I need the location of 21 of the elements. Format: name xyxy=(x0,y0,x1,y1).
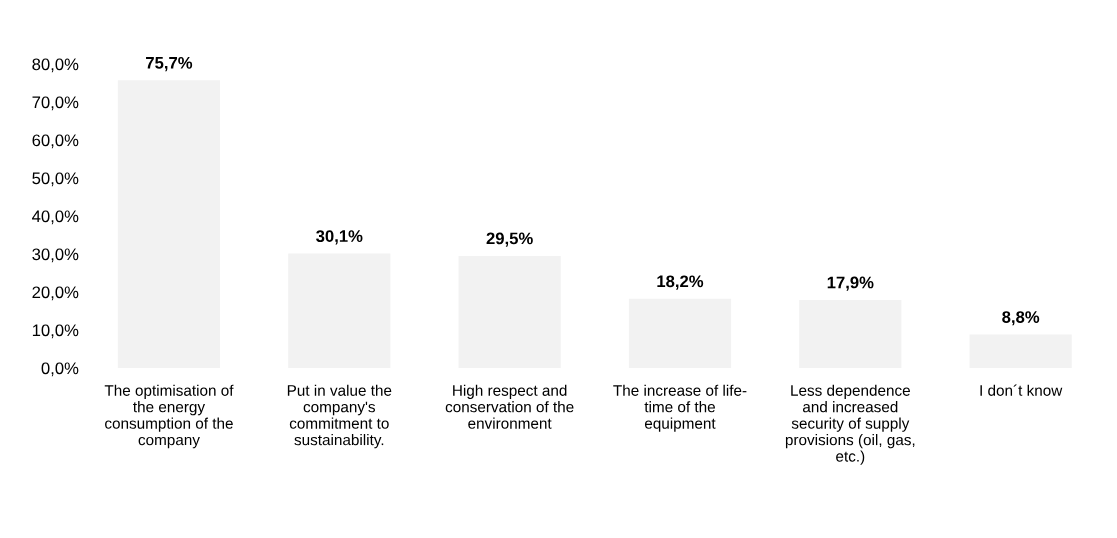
y-tick-label: 10,0% xyxy=(32,324,79,339)
x-tick-label: The increase of life- time of the equipment xyxy=(613,384,747,432)
x-tick-label: Put in value the company's commitment to sustainability. xyxy=(287,384,392,449)
y-tick-label: 20,0% xyxy=(32,286,79,301)
data-label: 18,2% xyxy=(657,275,704,290)
data-label: 17,9% xyxy=(827,276,874,291)
data-label: 30,1% xyxy=(316,230,363,245)
x-tick-label: Less dependence and increased security of supply provisions (oil, gas, etc.) xyxy=(785,384,915,465)
y-tick-label: 80,0% xyxy=(32,58,79,73)
data-label: 8,8% xyxy=(1002,311,1040,326)
data-label: 29,5% xyxy=(486,232,533,247)
x-tick-label: I don´t know xyxy=(980,384,1063,396)
data-label: 75,7% xyxy=(146,56,193,72)
x-tick-label: High respect and conservation of the environment xyxy=(445,384,574,429)
y-tick-label: 40,0% xyxy=(32,210,79,225)
y-tick-label: 30,0% xyxy=(32,248,79,263)
x-tick-label: The optimisation of the energy consumption of the company xyxy=(104,384,234,449)
y-tick-label: 70,0% xyxy=(32,96,79,111)
y-tick-label: 50,0% xyxy=(32,172,79,187)
y-tick-label: 60,0% xyxy=(32,134,79,149)
y-tick-label: 0,0% xyxy=(41,362,79,377)
